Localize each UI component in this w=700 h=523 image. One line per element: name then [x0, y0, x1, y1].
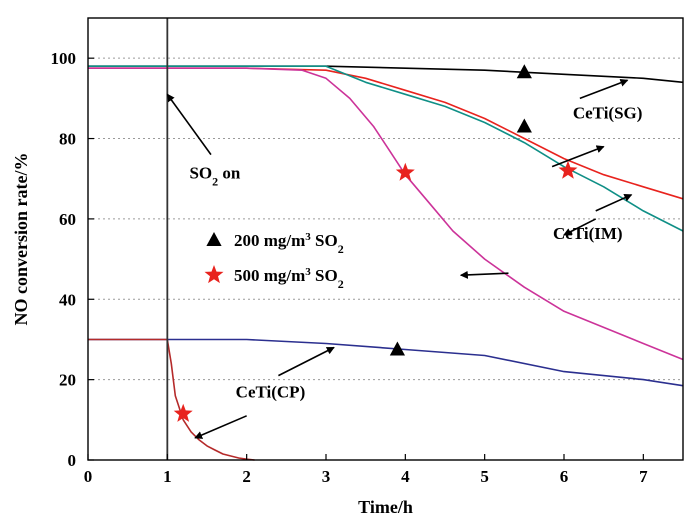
legend-label: 200 mg/m3 SO2 [234, 231, 344, 256]
x-tick-label: 4 [401, 467, 410, 486]
annotation-arrow [551, 145, 605, 168]
x-tick-label: 7 [639, 467, 648, 486]
annotations: SO2 on CeTi(SG) CeTi(IM) CeTi(CP) [166, 79, 643, 439]
annotation-ceti-im: CeTi(IM) [553, 224, 623, 243]
x-tick-label: 1 [163, 467, 172, 486]
x-tick-label: 3 [322, 467, 331, 486]
gridlines [88, 57, 683, 381]
x-tick-label: 0 [84, 467, 93, 486]
y-tick-label: 20 [59, 371, 76, 390]
legend-triangle-icon [206, 232, 222, 246]
axes: 0 1 2 3 4 5 6 7 0 20 40 60 80 100 Time/h NO conversion … [11, 17, 684, 517]
series-line-2 [88, 65, 684, 232]
y-tick-label: 0 [68, 451, 77, 470]
annotation-arrow [579, 79, 629, 100]
triangle-marker [516, 118, 532, 133]
y-tick-label: 60 [59, 210, 76, 229]
legend: 200 mg/m3 SO2 500 mg/m3 SO2 [204, 231, 344, 291]
annotation-so-on: SO2 on [189, 164, 240, 189]
annotation-arrow [194, 415, 247, 439]
star-marker [558, 160, 578, 179]
plot-frame [87, 17, 684, 461]
y-tick-label: 80 [59, 130, 76, 149]
x-axis-label: Time/h [358, 497, 413, 517]
annotation-arrow [595, 194, 633, 212]
plot-area [88, 18, 684, 461]
star-marker [395, 162, 415, 181]
series-line-4 [88, 338, 684, 387]
triangle-marker [516, 64, 532, 79]
series-line-5 [88, 338, 255, 461]
legend-label: 500 mg/m3 SO2 [234, 266, 344, 291]
y-axis-label: NO conversion rate/% [11, 153, 31, 326]
x-tick-label: 2 [242, 467, 251, 486]
legend-star-icon [204, 265, 224, 284]
y-tick-label: 40 [59, 290, 76, 309]
annotation-arrow [278, 346, 335, 377]
annotation-ceti-sg: CeTi(SG) [573, 103, 643, 122]
triangle-marker [389, 341, 405, 356]
annotation-ceti-cp: CeTi(CP) [236, 383, 306, 402]
annotation-arrow [166, 93, 212, 156]
y-tick-label: 100 [51, 49, 77, 68]
star-marker [173, 403, 193, 422]
annotation-arrow [459, 270, 509, 279]
x-tick-label: 5 [480, 467, 489, 486]
x-tick-label: 6 [560, 467, 569, 486]
annotation-arrow [563, 218, 597, 236]
